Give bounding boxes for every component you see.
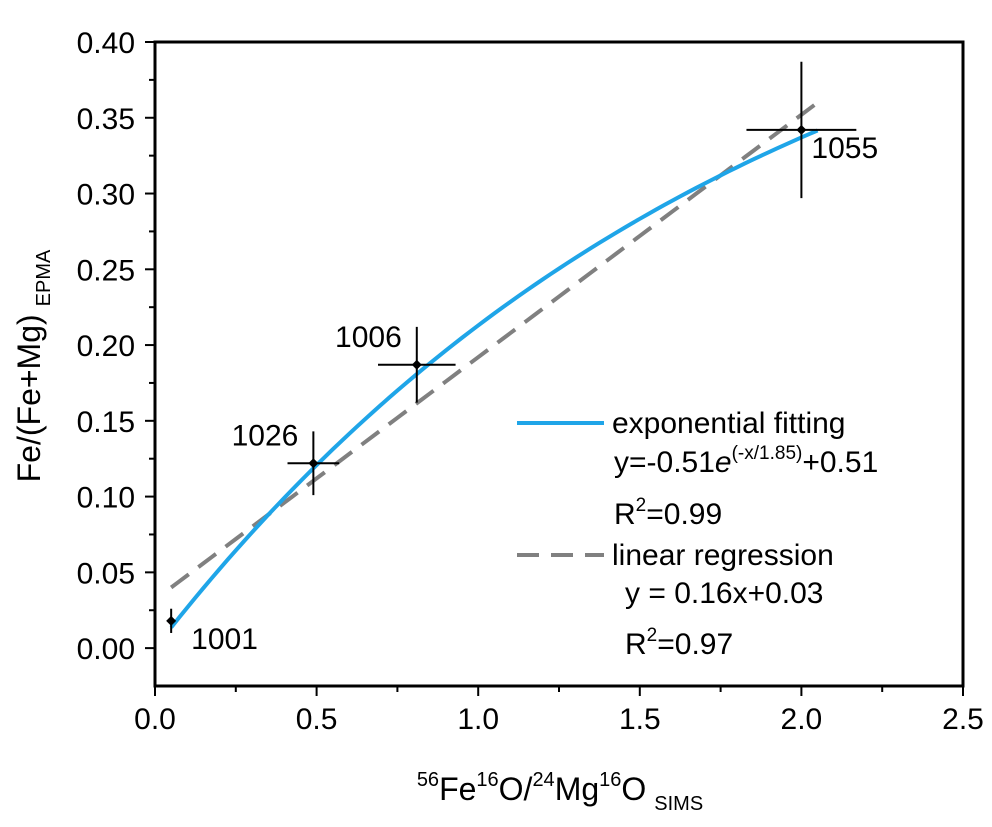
x-tick-label: 0.5 <box>296 703 338 736</box>
y-tick-label: 0.15 <box>77 406 135 439</box>
legend-lin-equation: y = 0.16x+0.03 <box>625 577 824 610</box>
series-layer <box>169 101 819 629</box>
x-tick-label: 1.5 <box>619 703 661 736</box>
axes-layer: 0.0 0.5 1.0 1.5 2.0 2.5 0.00 0.05 0.10 0.15 0.20 0.… <box>77 27 984 736</box>
y-tick-label: 0.05 <box>77 557 135 590</box>
x-tick-label: 1.0 <box>457 703 499 736</box>
data-point <box>796 124 807 135</box>
legend-exp-label: exponential fitting <box>612 407 846 440</box>
x-axis-title: 56Fe16O/24Mg16O SIMS <box>417 769 703 815</box>
y-axis-title: Fe/(Fe+Mg)EPMA <box>11 249 55 482</box>
data-point-label: 1026 <box>232 419 299 452</box>
y-tick-label: 0.10 <box>77 482 135 515</box>
data-point-label: 1055 <box>811 132 878 165</box>
data-point <box>308 458 319 469</box>
legend-exp-r2: R2=0.99 <box>614 495 722 531</box>
points-layer: 1001 1026 1006 1055 <box>166 61 878 656</box>
y-tick-label: 0.25 <box>77 254 135 287</box>
data-point <box>166 615 177 626</box>
y-tick-label: 0.40 <box>77 27 135 60</box>
y-tick-label: 0.20 <box>77 330 135 363</box>
data-point-label: 1006 <box>335 321 402 354</box>
exponential-fit-curve <box>169 128 819 629</box>
legend-lin-r2: R2=0.97 <box>625 625 733 661</box>
legend-lin-label: linear regression <box>612 539 834 572</box>
x-tick-label: 2.0 <box>781 703 823 736</box>
x-tick-label: 0.0 <box>134 703 176 736</box>
data-point-label: 1001 <box>191 623 258 656</box>
legend-exp-equation: y=-0.51e(-x/1.85)+0.51 <box>614 443 878 479</box>
legend: exponential fitting y=-0.51e(-x/1.85)+0.… <box>517 407 878 661</box>
data-point <box>411 359 422 370</box>
y-tick-label: 0.00 <box>77 633 135 666</box>
x-tick-label: 2.5 <box>942 703 984 736</box>
y-tick-label: 0.30 <box>77 179 135 212</box>
y-tick-label: 0.35 <box>77 103 135 136</box>
